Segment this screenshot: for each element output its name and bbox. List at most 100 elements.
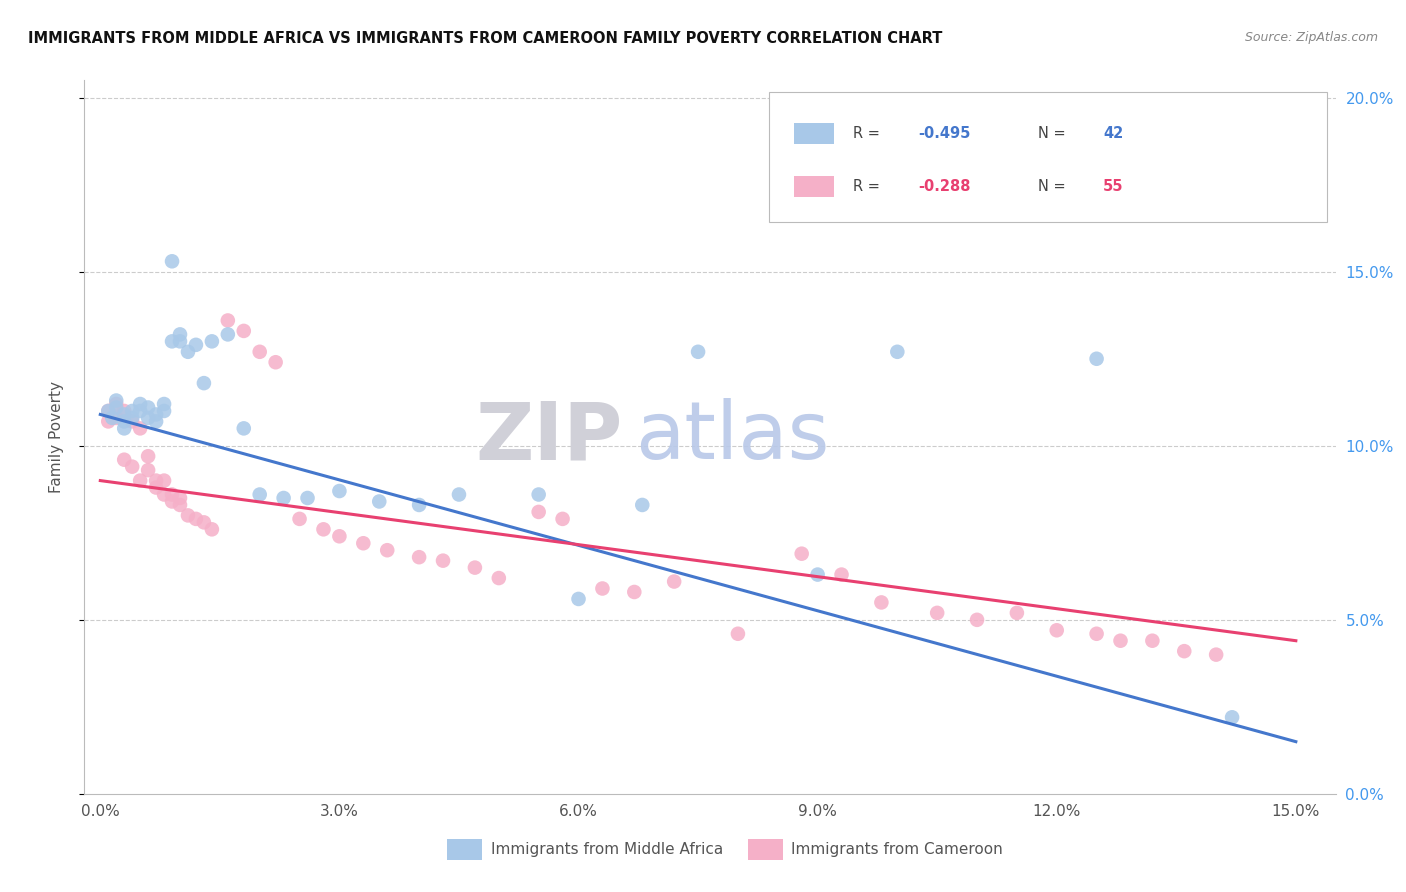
Text: Immigrants from Middle Africa: Immigrants from Middle Africa (491, 842, 723, 857)
Point (551, 512, 574, 526)
Point (101, 411, 124, 425)
Point (153, 404, 176, 418)
Point (591, 582, 613, 596)
Y-axis label: Family Poverty: Family Poverty (49, 381, 63, 493)
Point (631, 498, 654, 512)
Point (1220, 710, 1243, 724)
Point (177, 508, 200, 523)
Text: ZIP: ZIP (475, 398, 623, 476)
Point (527, 487, 550, 501)
Point (686, 344, 709, 359)
Point (527, 505, 550, 519)
Point (966, 613, 988, 627)
Text: R =: R = (852, 179, 884, 194)
Point (193, 516, 215, 530)
Text: R =: R = (852, 126, 884, 141)
Point (1173, 644, 1195, 658)
Point (153, 397, 176, 411)
Point (121, 459, 143, 474)
Point (1085, 351, 1108, 366)
Point (145, 474, 167, 488)
Point (488, 571, 510, 585)
Point (807, 567, 830, 582)
Point (1046, 624, 1069, 638)
Point (160, 254, 183, 268)
Point (129, 404, 152, 418)
Point (1005, 606, 1028, 620)
Point (328, 483, 350, 498)
Text: Source: ZipAtlas.com: Source: ZipAtlas.com (1244, 31, 1378, 45)
Point (623, 585, 645, 599)
Point (249, 487, 271, 501)
Point (432, 554, 454, 568)
Point (145, 414, 167, 428)
Point (136, 411, 159, 425)
Point (129, 474, 152, 488)
Point (273, 491, 295, 505)
Point (97, 404, 120, 418)
Point (297, 491, 319, 505)
Point (145, 408, 167, 422)
Point (184, 338, 207, 352)
Point (201, 334, 224, 349)
Text: N =: N = (1038, 126, 1070, 141)
Point (249, 344, 271, 359)
Point (328, 529, 350, 543)
Point (112, 452, 135, 467)
Text: 42: 42 (1102, 126, 1123, 141)
Point (264, 355, 287, 369)
Point (232, 324, 254, 338)
Point (169, 334, 191, 349)
Point (177, 344, 200, 359)
Bar (794, 176, 834, 197)
Bar (794, 123, 834, 145)
Text: N =: N = (1038, 179, 1070, 194)
Point (160, 487, 183, 501)
Point (375, 543, 398, 558)
Bar (748, 838, 783, 860)
Point (153, 474, 176, 488)
Point (184, 512, 207, 526)
Point (662, 574, 685, 589)
Point (136, 463, 159, 477)
FancyBboxPatch shape (769, 93, 1327, 221)
Point (886, 344, 908, 359)
Point (927, 606, 949, 620)
Text: -0.288: -0.288 (918, 179, 970, 194)
Point (408, 498, 430, 512)
Point (97, 414, 120, 428)
Point (105, 393, 128, 408)
Point (1109, 633, 1132, 648)
Point (232, 421, 254, 435)
Point (112, 421, 135, 435)
Point (169, 491, 191, 505)
Text: -0.495: -0.495 (918, 126, 970, 141)
Point (447, 487, 470, 501)
Point (368, 494, 391, 508)
Point (1142, 633, 1164, 648)
Point (121, 404, 143, 418)
Text: IMMIGRANTS FROM MIDDLE AFRICA VS IMMIGRANTS FROM CAMEROON FAMILY POVERTY CORRELA: IMMIGRANTS FROM MIDDLE AFRICA VS IMMIGRA… (28, 31, 942, 46)
Point (121, 414, 143, 428)
Point (217, 327, 239, 342)
Point (136, 449, 159, 463)
Text: 55: 55 (1102, 179, 1123, 194)
Point (97, 404, 120, 418)
Point (1205, 648, 1227, 662)
Point (193, 376, 215, 391)
Point (160, 334, 183, 349)
Point (129, 397, 152, 411)
Point (1085, 626, 1108, 640)
Point (169, 327, 191, 342)
Point (105, 401, 128, 415)
Point (136, 401, 159, 415)
Point (112, 414, 135, 428)
Point (145, 481, 167, 495)
Point (112, 404, 135, 418)
Point (129, 421, 152, 435)
Bar (447, 838, 482, 860)
Point (105, 411, 128, 425)
Point (201, 522, 224, 536)
Point (153, 487, 176, 501)
Point (217, 313, 239, 327)
